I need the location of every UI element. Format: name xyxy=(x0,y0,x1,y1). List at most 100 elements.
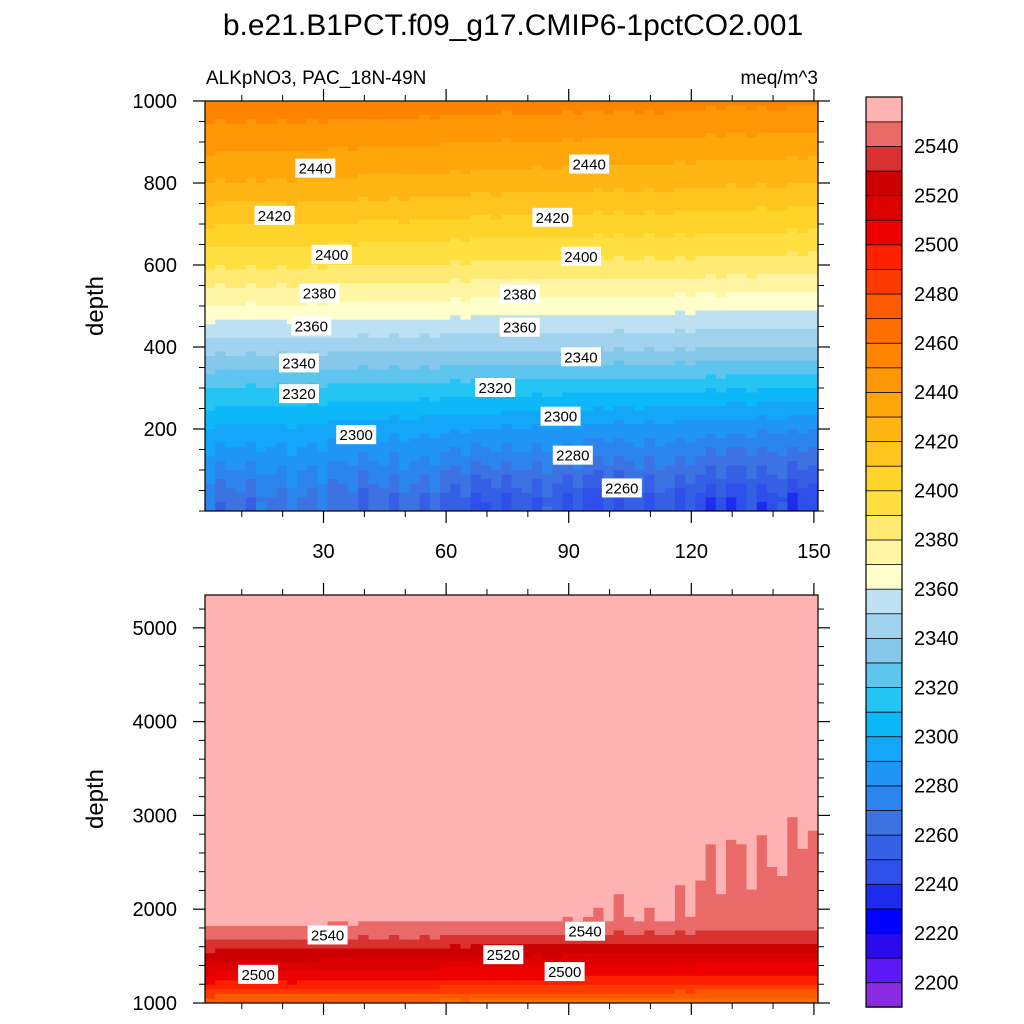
field-cell xyxy=(787,210,799,216)
field-cell xyxy=(613,328,625,334)
field-cell xyxy=(552,114,564,120)
field-cell xyxy=(552,164,564,170)
field-cell xyxy=(307,401,318,407)
field-cell xyxy=(286,456,298,462)
field-cell xyxy=(368,347,380,353)
field-cell xyxy=(296,242,308,248)
field-cell xyxy=(378,173,390,180)
field-cell xyxy=(531,392,543,398)
field-cell xyxy=(715,228,727,234)
field-cell xyxy=(460,451,472,457)
field-cell xyxy=(552,137,564,143)
field-cell xyxy=(562,301,574,307)
field-cell xyxy=(777,429,788,435)
field-cell xyxy=(337,205,349,211)
field-cell xyxy=(664,365,676,371)
field-cell xyxy=(613,337,625,344)
field-cell xyxy=(368,342,380,348)
field-cell xyxy=(368,265,380,271)
field-cell xyxy=(634,219,645,225)
field-cell xyxy=(654,287,666,293)
field-cell xyxy=(736,337,748,344)
field-cell xyxy=(419,397,431,403)
field-cell xyxy=(623,201,635,207)
field-cell xyxy=(491,132,502,139)
field-cell xyxy=(766,378,778,385)
field-cell xyxy=(215,283,227,289)
field-cell xyxy=(419,451,431,457)
field-cell xyxy=(705,219,717,225)
field-cell xyxy=(521,228,533,234)
field-cell xyxy=(521,224,533,230)
field-cell xyxy=(664,155,676,161)
field-cell xyxy=(572,401,584,407)
field-cell xyxy=(787,347,799,353)
field-cell xyxy=(266,224,278,230)
field-cell xyxy=(327,142,339,148)
field-cell xyxy=(766,224,778,230)
field-cell xyxy=(715,319,727,325)
field-cell xyxy=(766,251,778,257)
field-cell xyxy=(777,255,788,262)
field-cell xyxy=(797,205,809,211)
field-cell xyxy=(358,228,370,234)
field-cell xyxy=(480,337,492,344)
field-cell xyxy=(256,123,267,129)
field-cell xyxy=(603,356,615,362)
field-cell xyxy=(583,101,594,107)
field-cell xyxy=(583,192,594,198)
field-cell xyxy=(491,151,502,157)
field-cell xyxy=(358,233,370,239)
field-cell xyxy=(531,406,543,412)
field-cell xyxy=(521,146,533,152)
field-cell xyxy=(685,287,696,293)
field-cell xyxy=(450,260,462,266)
field-cell xyxy=(470,183,482,189)
field-cell xyxy=(572,296,584,303)
field-cell xyxy=(664,287,676,293)
field-cell xyxy=(266,351,278,357)
field-cell xyxy=(266,146,278,152)
field-cell xyxy=(531,383,543,389)
field-cell xyxy=(685,251,696,257)
field-cell xyxy=(766,242,778,248)
field-cell xyxy=(225,306,237,312)
field-cell xyxy=(715,151,727,157)
field-cell xyxy=(583,283,594,289)
field-cell xyxy=(511,251,523,257)
field-cell xyxy=(766,374,778,380)
field-cell xyxy=(664,132,676,139)
field-cell xyxy=(399,169,410,175)
field-cell xyxy=(307,410,318,416)
field-cell xyxy=(266,196,278,202)
field-cell xyxy=(603,296,615,303)
field-cell xyxy=(562,383,574,389)
field-cell xyxy=(521,205,533,211)
field-cell xyxy=(388,310,400,316)
field-cell xyxy=(531,260,543,266)
field-cell xyxy=(501,187,513,193)
field-cell xyxy=(797,292,809,298)
field-cell xyxy=(572,388,584,394)
field-cell xyxy=(644,328,656,334)
field-cell xyxy=(552,397,564,403)
field-cell xyxy=(399,451,410,457)
field-cell xyxy=(429,451,441,457)
field-cell xyxy=(245,128,257,134)
field-cell xyxy=(205,315,216,321)
field-cell xyxy=(215,447,227,453)
contour-field xyxy=(205,101,818,511)
field-cell xyxy=(327,301,339,307)
field-cell xyxy=(654,351,666,357)
field-cell xyxy=(593,374,605,380)
field-cell xyxy=(215,110,227,116)
field-cell xyxy=(531,142,543,148)
field-cell xyxy=(715,337,727,344)
field-cell xyxy=(296,419,308,426)
field-cell xyxy=(593,201,605,207)
field-cell xyxy=(480,196,492,202)
field-cell xyxy=(603,119,615,125)
field-cell xyxy=(715,374,727,380)
field-cell xyxy=(205,178,216,184)
field-cell xyxy=(439,151,451,157)
